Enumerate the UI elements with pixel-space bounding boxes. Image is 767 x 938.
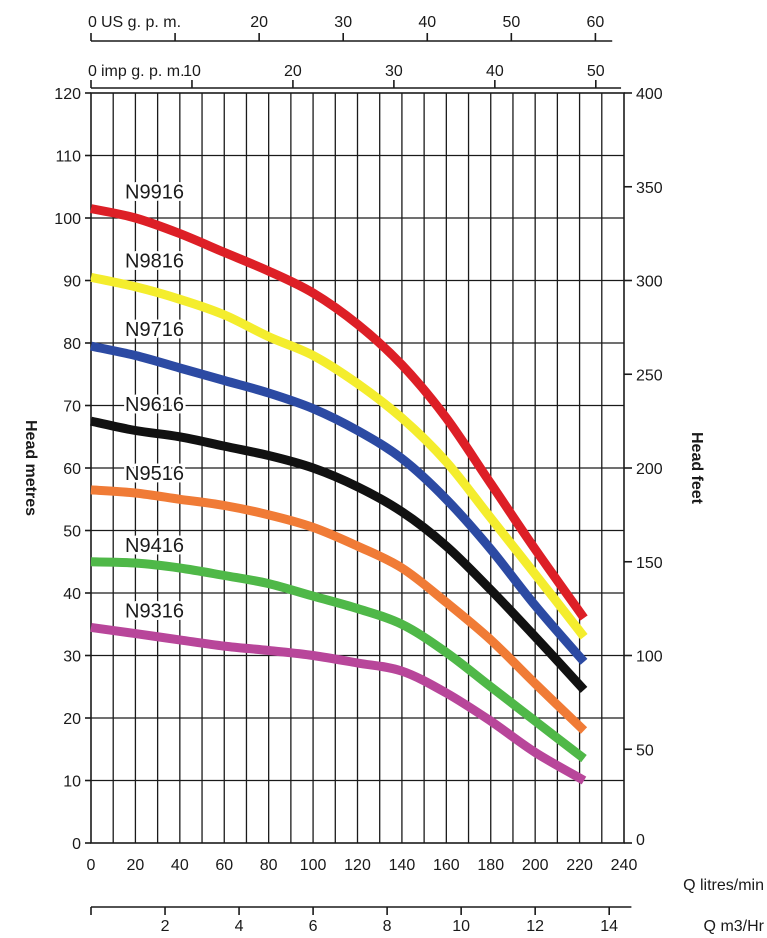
x-axis-title: Q litres/min — [683, 877, 764, 894]
x-tick-label: 40 — [171, 857, 189, 874]
y-tick-label: 120 — [54, 86, 81, 103]
imp-gpm-tick-label: 30 — [385, 63, 403, 80]
series-label-n9516: N9516 — [125, 463, 184, 485]
curve-n9316 — [90, 622, 587, 785]
series-labels: N9916 N9816 N9716 N9616 N9516 N9416 N9316 — [123, 179, 187, 625]
y2-tick-label: 150 — [636, 555, 663, 572]
m3hr-tick-label: 6 — [309, 918, 318, 935]
m3hr-tick-label: 2 — [161, 918, 170, 935]
x-tick-label: 20 — [127, 857, 145, 874]
imp-gpm-zero-label: 0 — [88, 63, 97, 80]
y-tick-label: 20 — [63, 711, 81, 728]
y-tick-label: 60 — [63, 461, 81, 478]
us-gpm-tick-label: 40 — [418, 14, 436, 31]
grid — [90, 92, 625, 844]
m3hr-tick-label: 8 — [383, 918, 392, 935]
series-label-n9416: N9416 — [125, 535, 184, 557]
y2-tick-label: 350 — [636, 180, 663, 197]
x-tick-label: 120 — [344, 857, 371, 874]
m3hr-tick-label: 4 — [235, 918, 244, 935]
x-tick-label: 240 — [611, 857, 638, 874]
x-tick-label: 60 — [215, 857, 233, 874]
y-tick-label: 0 — [72, 836, 81, 853]
series-label-n9816: N9816 — [125, 250, 184, 272]
y2-axis-title: Head feet — [688, 432, 705, 505]
y2-tick-label: 0 — [636, 832, 645, 849]
x-tick-label: 160 — [433, 857, 460, 874]
y-axis-title: Head metres — [22, 420, 39, 516]
m3hr-axis-title: Q m3/Hr — [704, 918, 765, 935]
x-tick-label: 100 — [300, 857, 327, 874]
y2-tick-label: 400 — [636, 86, 663, 103]
x-tick-label: 0 — [87, 857, 96, 874]
imp-gpm-tick-label: 40 — [486, 63, 504, 80]
imp-gpm-tick-label: 50 — [587, 63, 605, 80]
y-tick-label: 30 — [63, 649, 81, 666]
us-gpm-tick-label: 30 — [334, 14, 352, 31]
y-tick-label: 110 — [55, 149, 81, 166]
m3hr-tick-label: 14 — [600, 918, 618, 935]
us-gpm-axis-title: US g. p. m. — [101, 14, 181, 31]
y-tick-label: 40 — [63, 586, 81, 603]
x-tick-label: 140 — [389, 857, 416, 874]
y2-tick-label: 100 — [636, 649, 663, 666]
x-tick-label: 180 — [477, 857, 504, 874]
m3hr-tick-label: 10 — [452, 918, 470, 935]
imp-gpm-tick-label: 20 — [284, 63, 302, 80]
curve-n9716 — [90, 341, 588, 665]
x-tick-label: 220 — [566, 857, 593, 874]
y-tick-label: 100 — [54, 211, 81, 228]
m3hr-tick-label: 12 — [526, 918, 544, 935]
y2-tick-label: 250 — [636, 367, 663, 384]
y-tick-label: 10 — [63, 774, 81, 791]
imp-gpm-tick-label: 10 — [183, 63, 201, 80]
curve-n9616 — [90, 416, 588, 693]
us-gpm-zero-label: 0 — [88, 14, 97, 31]
y2-tick-label: 300 — [636, 274, 663, 291]
y-tick-label: 70 — [63, 399, 81, 416]
imp-gpm-axis-title: imp g. p. m. — [101, 63, 185, 80]
x-tick-label: 200 — [522, 857, 549, 874]
curve-n9816 — [90, 272, 588, 640]
series-label-n9316: N9316 — [125, 600, 184, 622]
y-tick-label: 80 — [63, 336, 81, 353]
y2-tick-label: 200 — [636, 461, 663, 478]
y-tick-label: 50 — [63, 524, 81, 541]
series-label-n9616: N9616 — [125, 394, 184, 416]
y2-tick-label: 50 — [636, 742, 654, 759]
series-label-n9916: N9916 — [125, 182, 184, 204]
x-tick-label: 80 — [260, 857, 278, 874]
us-gpm-tick-label: 60 — [587, 14, 605, 31]
performance-curves — [90, 204, 588, 785]
curve-n9516 — [90, 485, 588, 734]
y-tick-label: 90 — [63, 274, 81, 291]
us-gpm-tick-label: 50 — [502, 14, 520, 31]
curve-n9416 — [90, 557, 587, 763]
us-gpm-tick-label: 20 — [250, 14, 268, 31]
series-label-n9716: N9716 — [125, 319, 184, 341]
